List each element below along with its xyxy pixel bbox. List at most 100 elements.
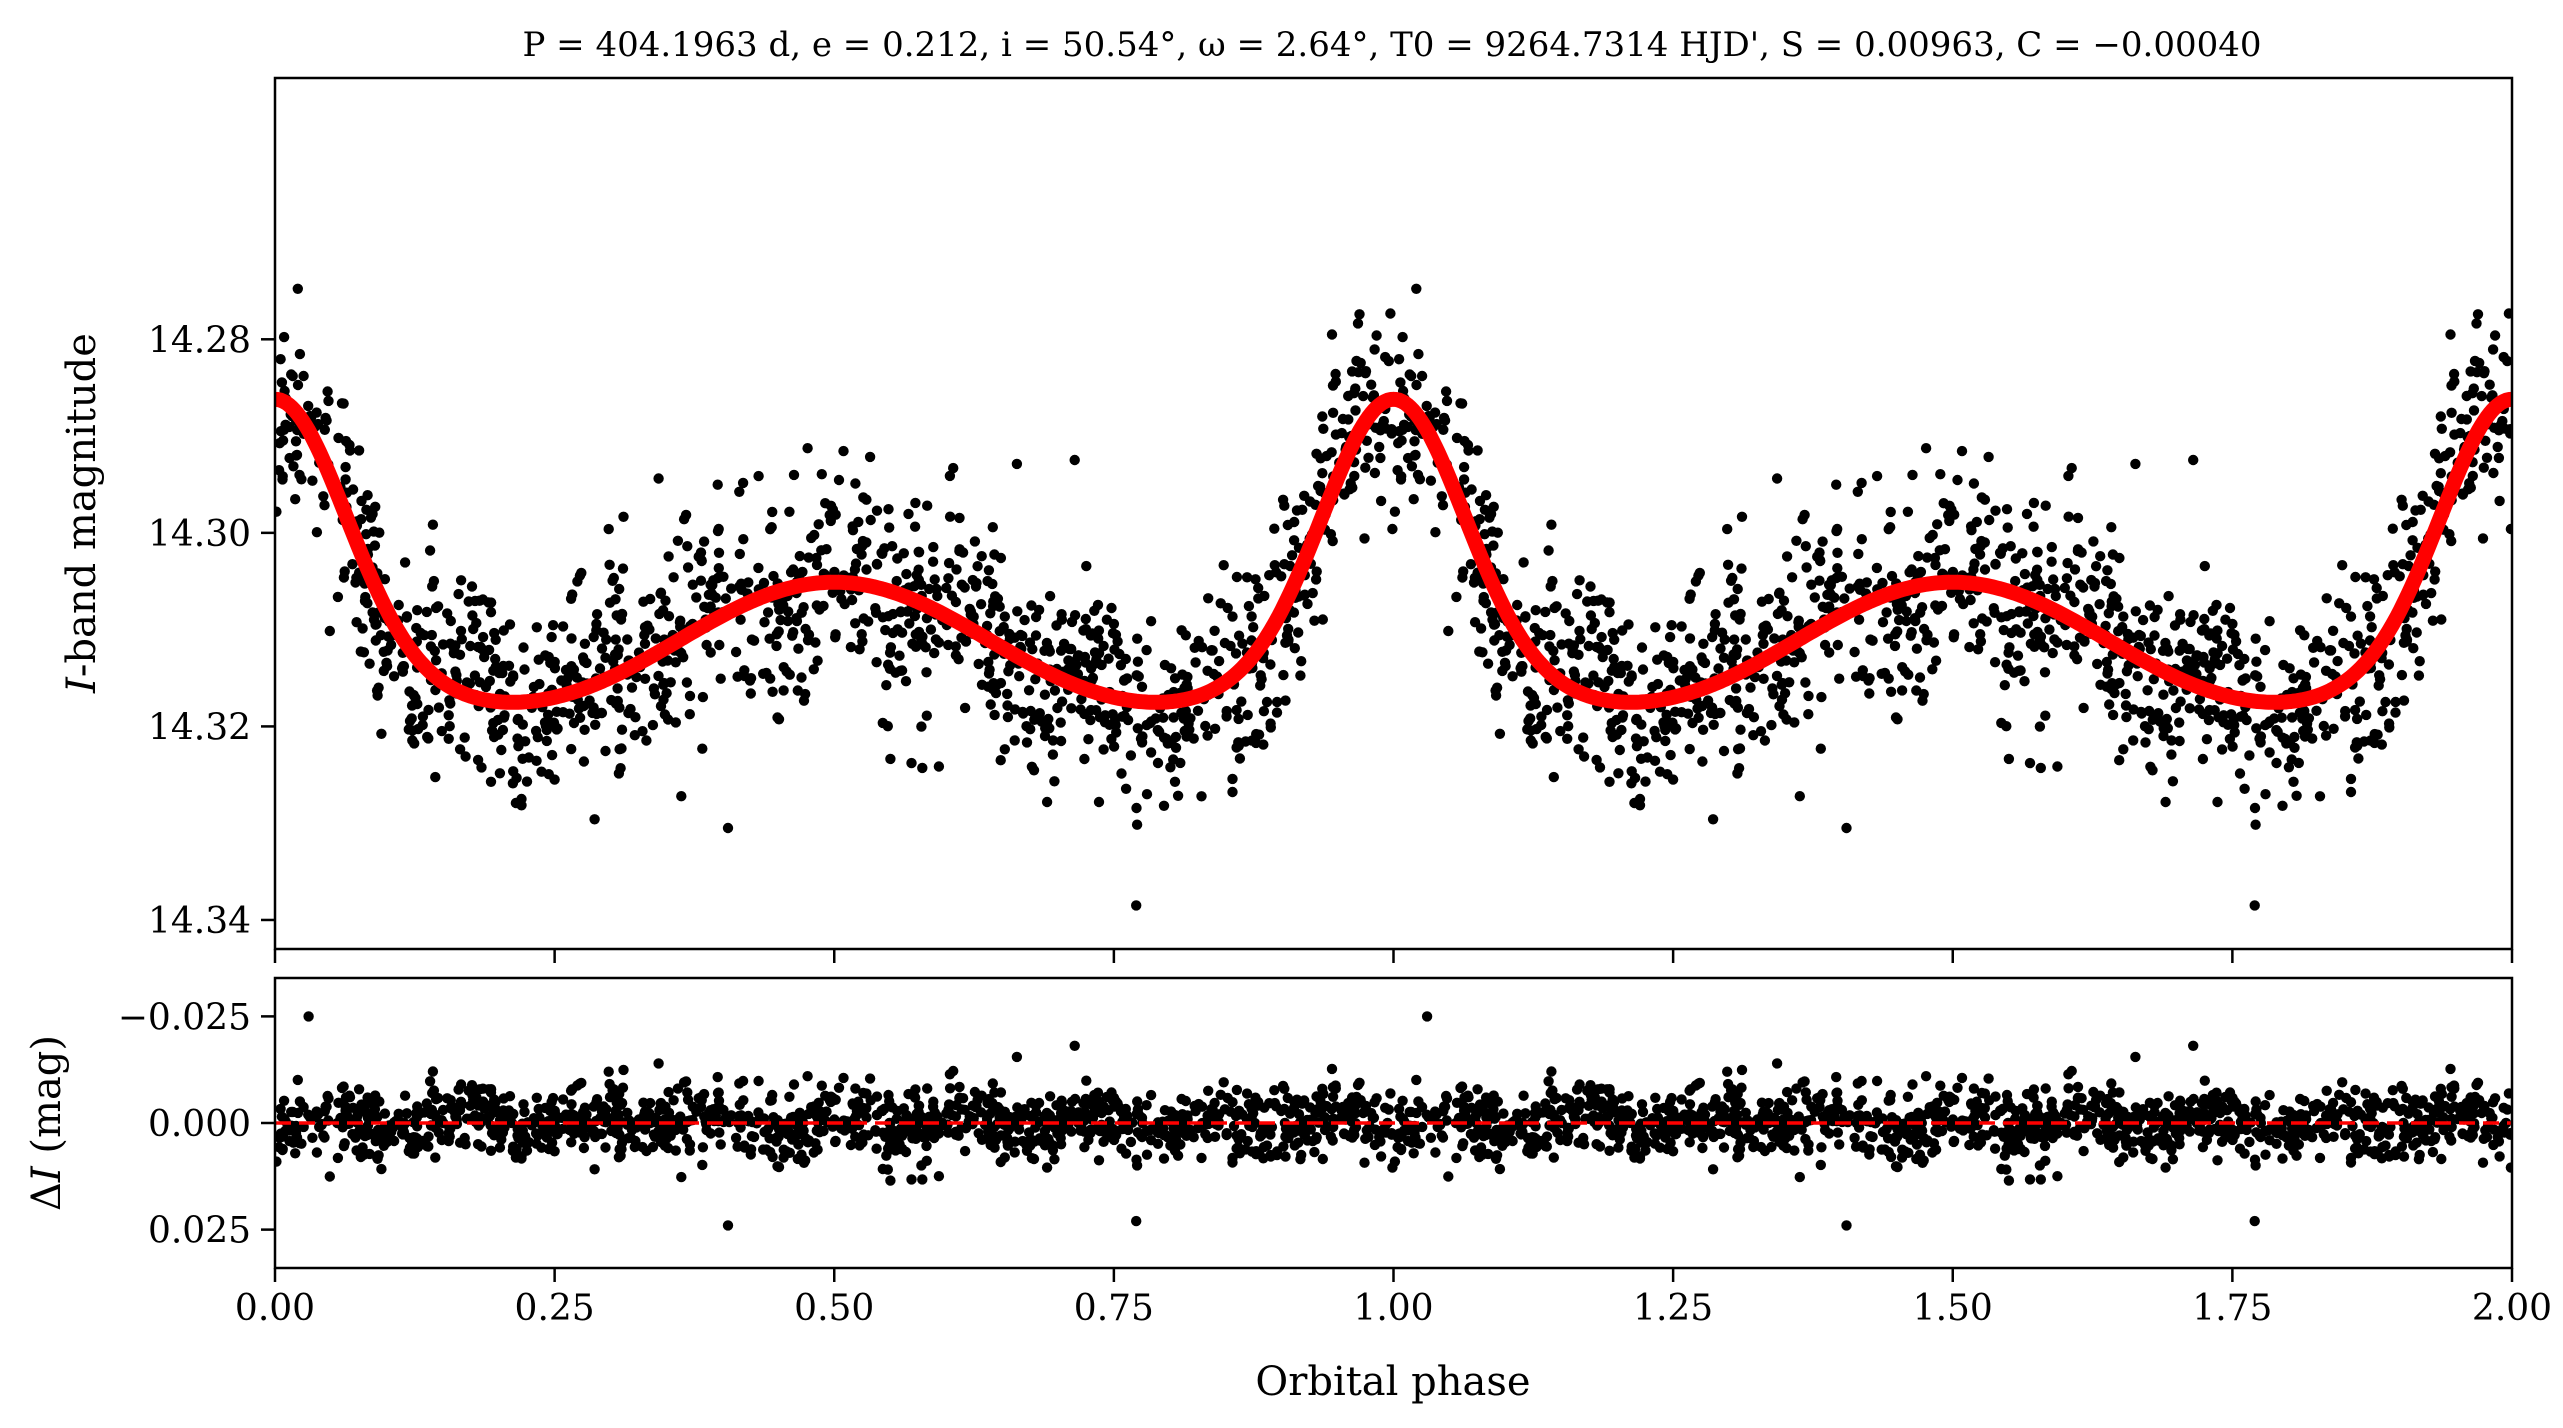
data-point: [1679, 675, 1691, 687]
data-point: [401, 612, 412, 623]
data-point: [1652, 678, 1664, 690]
data-point: [1271, 707, 1283, 718]
data-point: [871, 657, 882, 668]
data-point: [695, 575, 707, 586]
residual-point: [2244, 1136, 2255, 1148]
data-point: [332, 591, 344, 603]
data-point: [1406, 461, 1418, 472]
data-point: [2390, 707, 2401, 718]
residual-point: [1705, 1127, 1717, 1138]
data-point: [1580, 677, 1591, 688]
data-point: [1206, 645, 1217, 656]
data-point: [2157, 645, 2169, 656]
data-point: [1002, 711, 1014, 723]
residual-point: [1131, 1160, 1143, 1171]
residual-point: [1310, 1134, 1322, 1145]
data-point: [2408, 643, 2419, 654]
data-point: [1055, 717, 1066, 728]
residual-point: [444, 1131, 455, 1142]
residual-point: [1635, 1137, 1647, 1148]
residual-point: [2349, 1143, 2361, 1154]
data-point: [1839, 593, 1850, 604]
data-point: [1152, 757, 1164, 769]
data-point: [2364, 611, 2376, 622]
data-point: [903, 508, 914, 520]
data-point: [2332, 655, 2343, 667]
data-point: [1562, 710, 1573, 721]
data-point: [485, 607, 497, 618]
data-point: [2234, 768, 2246, 779]
model-fit-line: [275, 391, 2512, 710]
data-point: [609, 649, 621, 660]
data-point: [1069, 610, 1081, 621]
residual-point: [784, 1091, 795, 1103]
residual-point: [765, 1146, 776, 1158]
data-point: [1547, 575, 1558, 587]
data-point: [1397, 331, 1408, 343]
data-point: [1278, 669, 1289, 681]
residual-point: [2197, 1142, 2209, 1153]
data-point: [2196, 625, 2208, 636]
data-point: [684, 690, 696, 702]
data-point: [1816, 691, 1827, 703]
residual-point: [2361, 1135, 2372, 1147]
data-point: [2103, 608, 2114, 619]
residual-point: [697, 1159, 708, 1171]
residual-point: [1158, 1153, 1170, 1164]
data-point: [687, 579, 698, 590]
data-point: [1494, 630, 1505, 641]
data-point: [1119, 710, 1130, 721]
data-point: [475, 641, 486, 653]
data-point: [1930, 655, 1942, 666]
data-point: [668, 572, 679, 583]
residual-point: [2002, 1096, 2013, 1107]
residual-point: [684, 1145, 695, 1156]
data-point: [1136, 681, 1148, 692]
residual-point: [871, 1091, 883, 1102]
data-point: [1441, 395, 1453, 407]
data-point: [275, 426, 287, 437]
residual-point: [427, 1066, 439, 1077]
data-point: [1170, 742, 1182, 753]
data-point: [1034, 714, 1046, 725]
data-point: [2295, 669, 2307, 680]
data-point: [1172, 790, 1184, 801]
residual-point: [613, 1152, 625, 1163]
data-point: [1451, 591, 1462, 603]
residual-point: [1085, 1127, 1096, 1139]
data-point: [2137, 614, 2149, 626]
residual-point: [1002, 1136, 1013, 1148]
data-point: [1588, 595, 1599, 607]
data-point: [1540, 731, 1551, 743]
data-point: [2074, 632, 2086, 643]
data-point: [1697, 756, 1708, 767]
data-point: [427, 519, 439, 530]
data-point: [1209, 723, 1221, 734]
data-point: [2289, 742, 2300, 753]
data-point: [1537, 630, 1548, 641]
residual-point: [494, 1142, 506, 1153]
data-point: [425, 641, 437, 652]
data-point: [1374, 441, 1385, 453]
residual-point: [1892, 1161, 1903, 1173]
data-point: [2484, 379, 2495, 390]
data-point: [946, 590, 958, 601]
data-point: [1125, 750, 1137, 761]
top-x-axis-ticks: [273, 949, 2514, 963]
data-point: [877, 548, 888, 559]
residual-point: [663, 1086, 674, 1098]
residual-point: [1081, 1075, 1092, 1086]
data-point: [1315, 453, 1326, 464]
data-point: [1052, 702, 1063, 714]
residual-point: [1968, 1131, 1979, 1142]
data-point: [2283, 762, 2295, 773]
data-point: [672, 535, 684, 546]
residual-point: [1049, 1154, 1060, 1165]
data-point: [794, 550, 805, 562]
data-point: [916, 721, 927, 732]
data-point: [1237, 638, 1248, 649]
data-point: [1311, 566, 1322, 577]
data-point: [712, 479, 723, 490]
data-point: [1307, 587, 1318, 599]
data-point: [753, 562, 764, 574]
